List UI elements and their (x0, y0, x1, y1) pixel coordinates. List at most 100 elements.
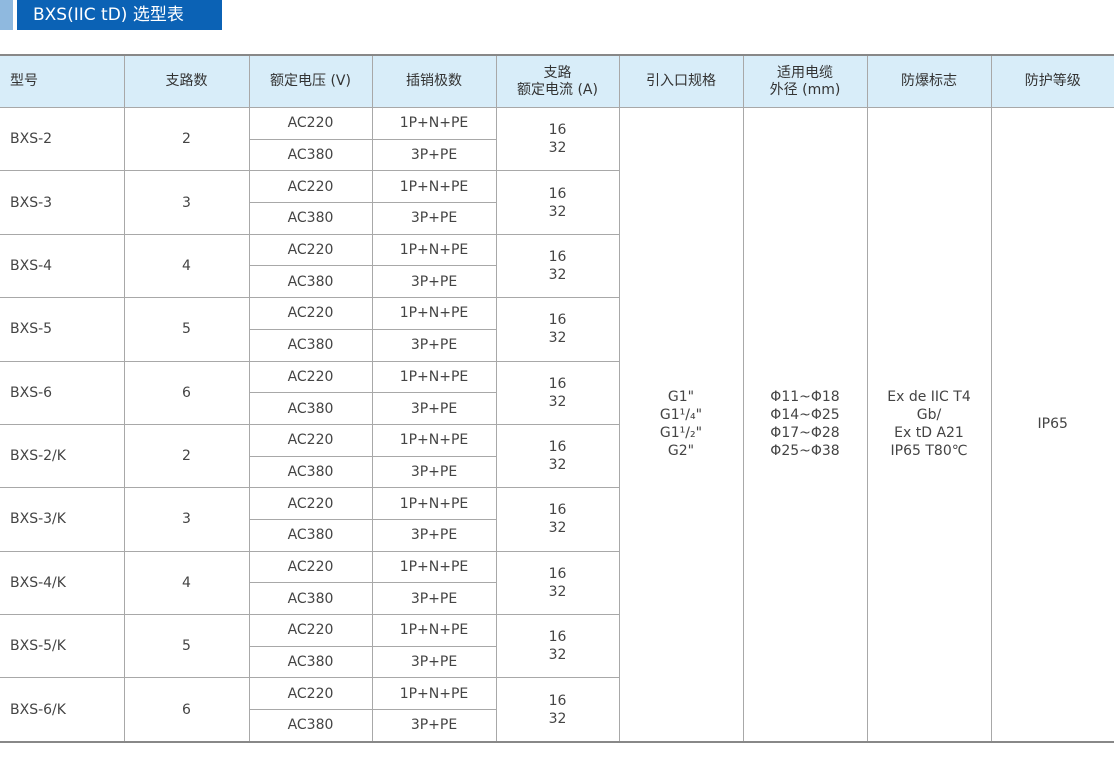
title-tab-accent (0, 0, 13, 30)
voltage-cell: AC380 (249, 709, 373, 743)
column-header: 支路 额定电流 (A) (495, 54, 620, 108)
poles-cell: 1P+N+PE (371, 677, 497, 711)
model-cell: BXS-6/K (0, 677, 125, 743)
branches-cell: 5 (123, 297, 250, 362)
table-row: BXS-5 5 AC220 1P+N+PE 16 32 (0, 297, 1114, 362)
poles-cell: 3P+PE (371, 518, 496, 552)
column-header: 适用电缆 外径 (mm) (742, 54, 868, 108)
voltage-cell: AC380 (249, 582, 373, 615)
cell-line: G2" (667, 443, 695, 460)
cell-line: Ex de IIC T4 (887, 389, 971, 406)
cell-line: G1¹/₂" (659, 425, 703, 442)
table-row: AC380 3P+PE (0, 392, 1114, 425)
model-cell: BXS-4/K (0, 550, 125, 616)
branches-cell: 3 (123, 487, 250, 552)
poles-cell: 1P+N+PE (371, 297, 497, 330)
voltage-cell: AC380 (249, 328, 373, 362)
poles-cell: 3P+PE (371, 392, 496, 425)
table-row: AC380 3P+PE (0, 709, 1114, 743)
table-row: AC380 3P+PE (0, 265, 1114, 299)
branches-cell: 4 (123, 233, 250, 299)
voltage-cell: AC380 (249, 455, 373, 489)
cell-line: Ex tD A21 (894, 425, 964, 442)
table-row: AC380 3P+PE (0, 138, 1114, 172)
poles-cell: 3P+PE (371, 582, 496, 615)
voltage-cell: AC380 (249, 518, 373, 552)
cell-line: Φ25~Φ38 (770, 443, 840, 460)
poles-cell: 1P+N+PE (371, 614, 497, 647)
current-cell: 16 32 (495, 677, 619, 743)
poles-cell: 1P+N+PE (371, 107, 497, 140)
voltage-cell: AC380 (249, 265, 373, 299)
table-row: AC380 3P+PE (0, 582, 1114, 615)
poles-cell: 3P+PE (371, 455, 496, 489)
voltage-cell: AC220 (248, 487, 373, 520)
table-row: BXS-3 3 AC220 1P+N+PE 16 32 (0, 170, 1114, 235)
column-header: 额定电压 (V) (248, 54, 373, 108)
column-header: 防爆标志 (866, 54, 992, 108)
poles-cell: 1P+N+PE (371, 170, 497, 204)
page-title: BXS(IIC tD) 选型表 (17, 0, 222, 30)
column-header: 型号 (0, 54, 125, 108)
table-row: AC380 3P+PE (0, 645, 1114, 679)
column-header: 支路数 (123, 54, 250, 108)
column-header: 插销极数 (371, 54, 497, 108)
current-cell: 16 32 (495, 613, 619, 679)
model-cell: BXS-3 (0, 170, 125, 235)
table-row: BXS-2 2 AC220 1P+N+PE 16 32 G1" G1¹/₄" G1¹/₂" G2… (0, 106, 1114, 743)
poles-cell: 3P+PE (371, 328, 496, 362)
current-cell: 16 32 (495, 106, 620, 172)
table-row: AC380 3P+PE (0, 202, 1114, 235)
model-cell: BXS-2/K (0, 423, 125, 489)
table-row: AC380 3P+PE (0, 455, 1114, 489)
model-cell: BXS-5 (0, 297, 125, 362)
cell-line: Gb/ (916, 407, 942, 424)
ex-marking-cell: Ex de IIC T4 Gb/Ex tD A21 IP65 T80℃ (866, 106, 992, 743)
poles-cell: 3P+PE (371, 138, 496, 172)
branches-cell: 5 (123, 613, 250, 679)
voltage-cell: AC220 (248, 170, 373, 204)
branches-cell: 6 (123, 677, 250, 743)
model-cell: BXS-2 (0, 106, 125, 172)
branches-cell: 2 (123, 423, 250, 489)
voltage-cell: AC380 (249, 138, 373, 172)
branches-cell: 2 (123, 106, 250, 172)
voltage-cell: AC220 (248, 550, 373, 584)
voltage-cell: AC380 (249, 392, 373, 425)
model-cell: BXS-3/K (0, 487, 125, 552)
branches-cell: 6 (123, 360, 250, 425)
table-row: BXS-4/K 4 AC220 1P+N+PE 16 32 (0, 550, 1114, 616)
voltage-cell: AC220 (248, 360, 373, 394)
voltage-cell: AC220 (248, 614, 373, 647)
voltage-cell: AC220 (248, 233, 373, 267)
poles-cell: 3P+PE (371, 709, 496, 743)
cell-line: G1" (667, 389, 695, 406)
selection-table: 型号 支路数 额定电压 (V) 插销极数 支路 额定电流 (A) 引入口规格 适用电缆 外径… (0, 54, 1114, 743)
cell-line: Φ11~Φ18 (770, 389, 840, 406)
poles-cell: 3P+PE (371, 645, 496, 679)
current-cell: 16 32 (495, 297, 619, 362)
column-header: 防护等级 (990, 54, 1114, 108)
poles-cell: 1P+N+PE (371, 550, 497, 584)
cell-line: Φ17~Φ28 (770, 425, 840, 442)
table-row: BXS-4 4 AC220 1P+N+PE 16 32 (0, 233, 1114, 299)
branches-cell: 3 (123, 170, 250, 235)
poles-cell: 1P+N+PE (371, 233, 497, 267)
voltage-cell: AC220 (248, 677, 373, 711)
poles-cell: 1P+N+PE (371, 423, 497, 457)
voltage-cell: AC380 (249, 645, 373, 679)
poles-cell: 1P+N+PE (371, 360, 497, 394)
model-cell: BXS-6 (0, 360, 125, 425)
cell-line: G1¹/₄" (659, 407, 703, 424)
current-cell: 16 32 (495, 423, 619, 489)
table-row: BXS-3/K 3 AC220 1P+N+PE 16 32 (0, 487, 1114, 552)
table-row: BXS-2/K 2 AC220 1P+N+PE 16 32 (0, 423, 1114, 489)
cell-line: IP65 T80℃ (890, 443, 968, 460)
current-cell: 16 32 (495, 170, 619, 235)
poles-cell: 3P+PE (371, 265, 496, 299)
voltage-cell: AC220 (248, 107, 373, 140)
column-header: 引入口规格 (618, 54, 744, 108)
current-cell: 16 32 (495, 360, 619, 425)
entry-spec-cell: G1" G1¹/₄" G1¹/₂" G2" (618, 106, 744, 743)
voltage-cell: AC380 (249, 202, 373, 235)
